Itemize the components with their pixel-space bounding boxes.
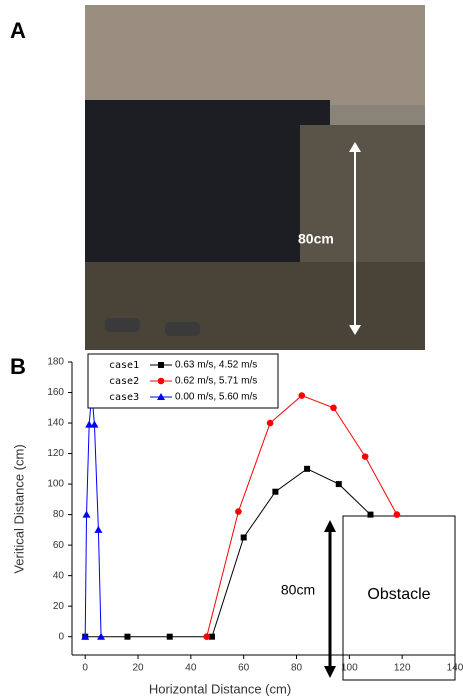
x-axis-label: Horizontal Distance (cm): [149, 681, 291, 696]
x-tick-label: 100: [341, 663, 358, 674]
panel-label: A: [10, 18, 26, 43]
marker: [203, 633, 211, 640]
x-tick-label: 60: [238, 663, 250, 674]
marker: [82, 510, 91, 518]
height-annotation: 80cm: [281, 582, 315, 598]
legend-name: case1: [109, 360, 139, 371]
x-tick-label: 140: [447, 663, 463, 674]
x-tick-label: 20: [132, 663, 144, 674]
obstacle-label: Obstacle: [367, 586, 430, 603]
marker: [330, 404, 337, 412]
y-tick-label: 100: [47, 479, 64, 490]
y-tick-label: 60: [53, 540, 65, 551]
legend-label: 0.00 m/s, 5.60 m/s: [175, 392, 257, 403]
x-tick-label: 120: [394, 663, 411, 674]
legend-marker: [158, 362, 164, 368]
marker: [97, 632, 106, 640]
x-tick-label: 80: [291, 663, 303, 674]
marker: [124, 633, 131, 640]
legend: [87, 353, 279, 409]
y-axis-label: Veritical Distance (cm): [11, 444, 26, 573]
marker: [85, 420, 94, 428]
y-tick-label: 20: [53, 601, 65, 612]
legend-label: 0.62 m/s, 5.71 m/s: [175, 376, 257, 387]
y-tick-label: 180: [47, 357, 64, 368]
marker: [240, 534, 247, 541]
x-tick-label: 0: [82, 663, 88, 674]
marker: [235, 508, 242, 515]
x-tick-label: 40: [185, 663, 197, 674]
legend-label: 0.63 m/s, 4.52 m/s: [175, 360, 257, 371]
y-tick-label: 120: [47, 448, 64, 459]
marker: [166, 633, 173, 640]
marker: [266, 419, 274, 427]
y-tick-label: 40: [53, 570, 65, 581]
marker: [298, 392, 306, 399]
legend-marker: [157, 377, 165, 385]
legend-name: case3: [109, 392, 139, 403]
marker: [335, 481, 342, 488]
marker: [90, 420, 99, 428]
marker: [304, 465, 311, 472]
height-label: 80cm: [298, 231, 334, 247]
marker: [272, 488, 279, 495]
marker: [81, 632, 90, 640]
y-tick-label: 80: [53, 509, 65, 520]
y-tick-label: 160: [47, 387, 64, 398]
marker: [208, 633, 215, 640]
marker: [393, 511, 401, 518]
marker: [94, 525, 103, 533]
panel-label: B: [10, 354, 26, 379]
legend-name: case2: [109, 376, 139, 387]
y-tick-label: 0: [58, 631, 64, 642]
y-tick-label: 140: [47, 418, 64, 429]
obstacle: [342, 515, 456, 681]
photo: [85, 5, 425, 350]
legend-marker: [157, 393, 165, 400]
marker: [361, 453, 369, 460]
marker: [367, 511, 374, 518]
